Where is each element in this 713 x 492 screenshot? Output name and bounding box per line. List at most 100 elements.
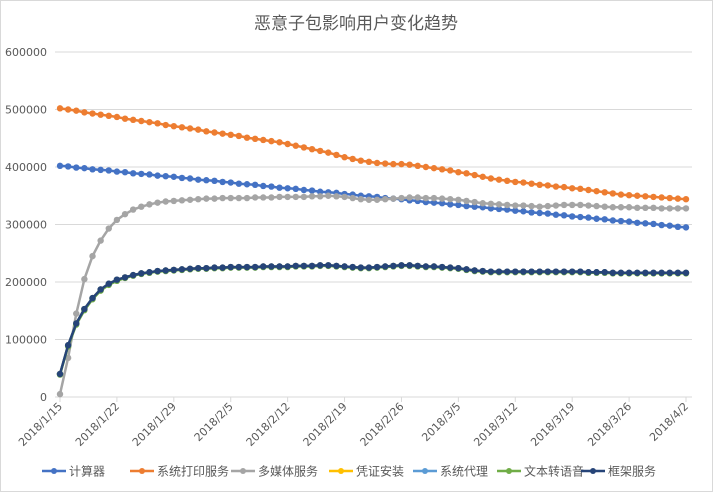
data-point xyxy=(138,117,145,125)
data-point xyxy=(178,197,186,204)
data-point xyxy=(503,268,511,275)
data-point xyxy=(349,263,356,271)
data-point xyxy=(81,275,88,283)
series-line xyxy=(58,194,686,395)
data-point xyxy=(89,110,96,117)
data-point xyxy=(260,194,267,201)
data-point xyxy=(162,173,169,180)
data-point xyxy=(398,194,405,202)
x-tick-label: 2018/3/26 xyxy=(585,400,634,449)
data-point xyxy=(113,216,121,224)
data-point xyxy=(260,263,267,270)
data-point xyxy=(585,269,592,276)
data-point xyxy=(512,207,519,214)
data-point xyxy=(398,160,405,168)
data-point xyxy=(316,147,324,155)
data-point xyxy=(211,129,218,136)
data-point xyxy=(138,270,145,277)
data-point xyxy=(325,192,332,199)
data-point xyxy=(625,191,633,199)
legend-dot-marker xyxy=(51,468,57,474)
data-point xyxy=(528,180,535,187)
legend-label: 文本转语音 xyxy=(524,464,584,479)
data-point xyxy=(634,269,641,276)
data-point xyxy=(325,149,332,156)
series-5 xyxy=(56,262,690,378)
legend-label: 系统代理 xyxy=(440,465,488,479)
data-point xyxy=(268,194,275,201)
data-point xyxy=(642,220,649,227)
y-tick-label: 400000 xyxy=(5,161,47,174)
data-point xyxy=(365,158,373,166)
data-point xyxy=(682,205,690,212)
legend-label: 多媒体服务 xyxy=(258,464,318,479)
data-point xyxy=(381,196,389,203)
legend-item: 系统打印服务 xyxy=(130,464,229,479)
data-point xyxy=(682,196,690,203)
data-point xyxy=(105,167,112,174)
data-point xyxy=(341,193,348,201)
data-point xyxy=(186,196,194,203)
data-point xyxy=(617,269,625,276)
data-point xyxy=(178,174,186,182)
data-point xyxy=(568,185,576,192)
data-point xyxy=(495,268,503,275)
data-point xyxy=(503,206,511,213)
series-6 xyxy=(56,262,690,378)
data-point xyxy=(284,263,291,270)
data-point xyxy=(316,193,324,200)
x-tick-label: 2018/1/29 xyxy=(130,400,179,449)
data-point xyxy=(219,178,226,186)
data-point xyxy=(276,193,283,201)
data-point xyxy=(251,194,259,201)
data-point xyxy=(251,135,259,143)
data-point xyxy=(333,193,340,200)
data-point xyxy=(609,269,617,276)
data-point xyxy=(89,294,96,302)
data-point xyxy=(552,202,560,209)
data-point xyxy=(390,195,397,202)
data-point xyxy=(536,181,543,189)
data-point xyxy=(487,205,495,212)
data-point xyxy=(138,170,145,178)
legend-item: 系统代理 xyxy=(413,465,488,479)
data-point xyxy=(260,136,267,144)
data-point xyxy=(186,175,194,182)
data-point xyxy=(601,269,608,276)
data-point xyxy=(463,202,470,210)
data-point xyxy=(195,265,202,272)
data-point xyxy=(251,263,259,271)
data-point xyxy=(292,262,299,270)
data-point xyxy=(479,173,486,180)
data-point xyxy=(455,265,462,272)
data-point xyxy=(105,112,112,120)
legend-dot-marker xyxy=(240,468,246,474)
data-point xyxy=(520,179,527,186)
data-point xyxy=(300,144,308,151)
data-point xyxy=(308,145,316,153)
y-tick-label: 0 xyxy=(40,391,47,404)
data-point xyxy=(560,183,568,191)
data-point xyxy=(170,197,178,205)
data-point xyxy=(235,132,243,140)
data-point xyxy=(593,269,600,276)
data-point xyxy=(487,268,495,275)
y-tick-label: 100000 xyxy=(5,334,47,347)
data-point xyxy=(195,126,202,133)
data-point xyxy=(219,264,226,271)
data-point xyxy=(154,267,161,275)
data-point xyxy=(520,268,527,275)
data-point xyxy=(73,107,80,114)
data-point xyxy=(235,263,243,271)
data-point xyxy=(642,204,649,212)
series-2 xyxy=(56,192,690,398)
data-point xyxy=(341,263,348,270)
x-tick-label: 2018/4/2 xyxy=(647,400,691,444)
data-point xyxy=(577,201,584,209)
x-tick-label: 2018/2/19 xyxy=(301,400,350,449)
data-point xyxy=(487,200,495,207)
data-point xyxy=(666,194,673,202)
data-point xyxy=(398,262,405,269)
data-point xyxy=(97,237,104,244)
